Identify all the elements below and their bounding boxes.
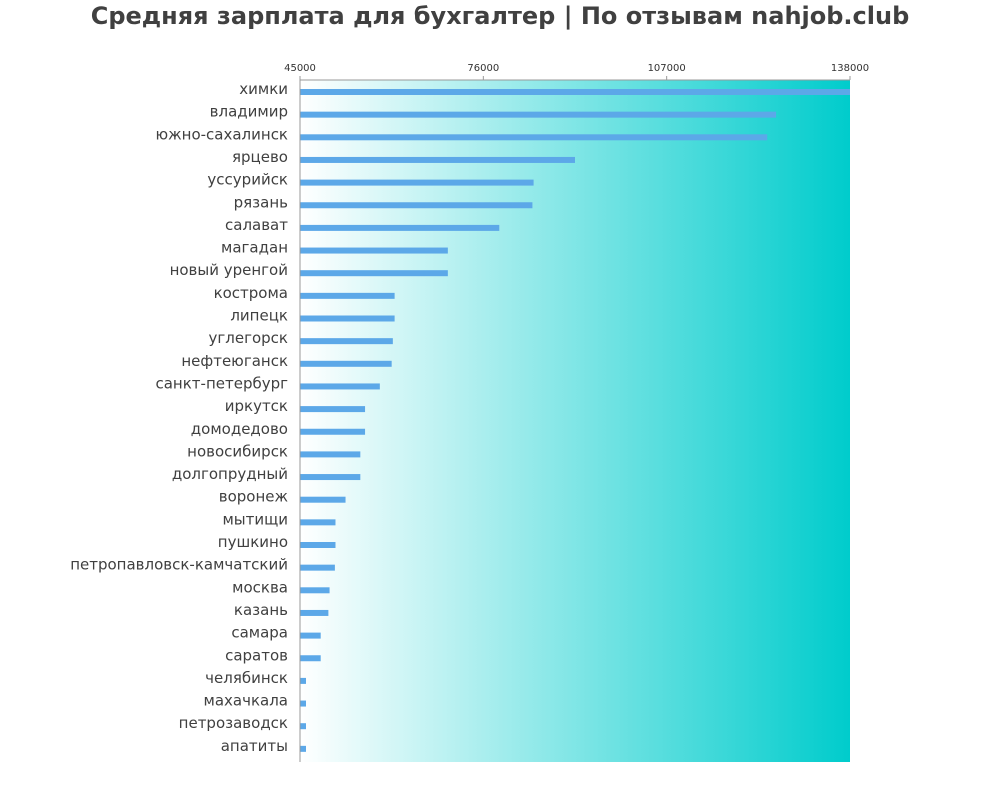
category-label: липецк: [230, 307, 288, 325]
bar: [300, 655, 321, 662]
x-tick-label: 107000: [648, 63, 686, 74]
category-label: салават: [225, 216, 288, 234]
bars: [300, 89, 850, 752]
bar: [300, 179, 534, 186]
bar: [300, 474, 361, 481]
category-label: мытищи: [222, 510, 288, 528]
category-label: ярцево: [232, 148, 288, 166]
bar: [300, 111, 777, 118]
x-tick-label: 76000: [467, 63, 499, 74]
category-label: апатиты: [221, 737, 288, 755]
category-label: новый уренгой: [170, 261, 288, 279]
bar: [300, 134, 768, 141]
category-label: уссурийск: [207, 171, 288, 189]
category-label: нефтеюганск: [181, 352, 288, 370]
x-tick-label: 138000: [831, 63, 869, 74]
chart-title: Средняя зарплата для бухгалтер | По отзы…: [90, 2, 910, 30]
x-tick-label: 45000: [284, 63, 316, 74]
bar: [300, 587, 330, 594]
bar: [300, 564, 335, 571]
category-label: долгопрудный: [172, 465, 288, 483]
bar: [300, 519, 336, 526]
bar: [300, 89, 850, 95]
bar: [300, 270, 448, 277]
category-label: воронеж: [219, 488, 288, 506]
bar: [300, 632, 321, 639]
bar: [300, 292, 395, 299]
bar: [300, 451, 361, 458]
category-label: иркутск: [225, 397, 288, 415]
bar: [300, 224, 500, 231]
category-label: южно-сахалинск: [156, 125, 289, 143]
category-label: самара: [231, 624, 288, 642]
category-label: магадан: [221, 239, 288, 257]
plot-background: [300, 80, 850, 762]
category-labels: химки владимир южно-сахалинск ярцево уссурий…: [70, 80, 288, 755]
bar: [300, 542, 336, 548]
category-label: саратов: [225, 646, 288, 664]
bar: [300, 315, 395, 322]
bar: [300, 496, 346, 503]
bar: [300, 383, 380, 390]
bar: [300, 202, 533, 209]
bar: [300, 406, 366, 413]
category-label: углегорск: [209, 329, 288, 347]
x-axis-ticks: 45000 76000 107000 138000: [284, 63, 869, 80]
category-label: казань: [234, 601, 288, 619]
bar: [300, 677, 306, 684]
category-label: петропавловск-камчатский: [70, 556, 288, 574]
category-label: рязань: [234, 193, 288, 211]
bar: [300, 360, 392, 367]
category-label: махачкала: [204, 692, 288, 710]
category-label: петрозаводск: [179, 714, 288, 732]
category-label: новосибирск: [187, 442, 288, 460]
bar: [300, 723, 306, 730]
category-label: санкт-петербург: [155, 374, 288, 392]
bar: [300, 700, 306, 707]
category-label: москва: [232, 578, 288, 596]
bar: [300, 338, 393, 345]
category-label: домодедово: [191, 420, 288, 438]
bar: [300, 609, 329, 616]
bar: [300, 247, 448, 254]
category-label: владимир: [210, 103, 288, 121]
bar: [300, 428, 366, 435]
category-label: химки: [239, 80, 288, 98]
category-label: челябинск: [205, 669, 288, 687]
bar: [300, 745, 306, 752]
category-label: кострома: [214, 284, 288, 302]
category-label: пушкино: [218, 533, 288, 551]
bar: [300, 156, 575, 163]
